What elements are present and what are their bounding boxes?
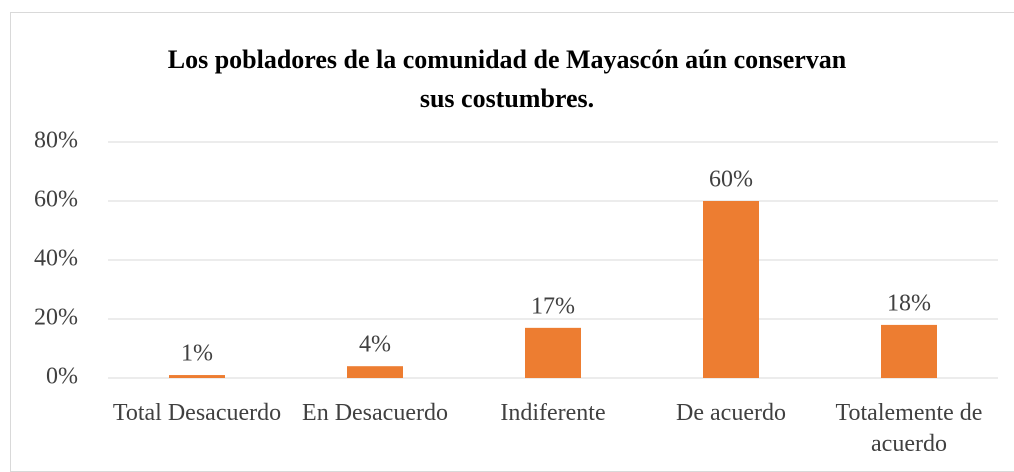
y-tick-label: 60% xyxy=(34,187,78,213)
y-tick-label: 20% xyxy=(34,305,78,331)
x-tick-label: De acuerdo xyxy=(676,400,786,426)
chart-title: Los pobladores de la comunidad de Mayasc… xyxy=(167,45,847,113)
bar xyxy=(703,201,759,378)
x-tick-label: En Desacuerdo xyxy=(302,400,448,426)
bar xyxy=(347,366,403,378)
x-tick-label: Totalemente de acuerdo xyxy=(835,400,983,457)
bar xyxy=(881,324,937,378)
data-label: 18% xyxy=(887,290,931,316)
data-label: 4% xyxy=(359,332,391,358)
data-label: 60% xyxy=(709,167,753,193)
data-label: 17% xyxy=(531,293,575,319)
page: Los pobladores de la comunidad de Mayasc… xyxy=(10,12,1014,472)
chart: 0% 20% 40% 60% 80% 1% 4% 17% 60% 18% xyxy=(34,128,998,390)
bar xyxy=(169,375,225,378)
bar xyxy=(525,327,581,378)
x-tick-label: Total Desacuerdo xyxy=(112,400,282,426)
x-tick-label: Indiferente xyxy=(500,400,606,426)
data-label: 1% xyxy=(181,341,213,367)
y-tick-label: 40% xyxy=(34,246,78,272)
y-tick-label: 80% xyxy=(34,128,78,154)
y-tick-label: 0% xyxy=(46,364,78,390)
